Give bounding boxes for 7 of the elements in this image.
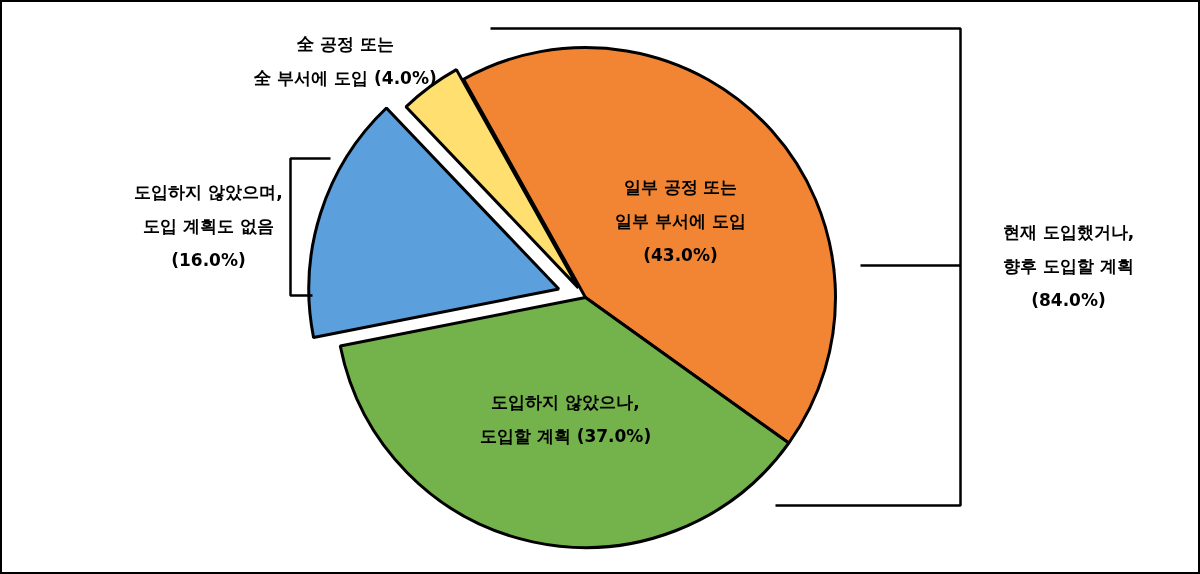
slice-label: 도입하지 않았으며, 도입 계획도 없음 [134, 181, 283, 236]
text: 현재 도입했거나, 향후 도입할 계획 (84.0%) [1002, 221, 1135, 310]
data-label: (43.0%) [643, 244, 718, 265]
slice-label: 全 공정 또는 全 부서에 도입 (4.0%) [253, 33, 437, 88]
slice-label: 도입하지 않았으나, 도입할 계획 (37.0%) [479, 391, 652, 446]
data-label: (16.0%) [171, 249, 246, 270]
slice-label: 일부 공정 또는 일부 부서에 도입 [615, 176, 746, 231]
